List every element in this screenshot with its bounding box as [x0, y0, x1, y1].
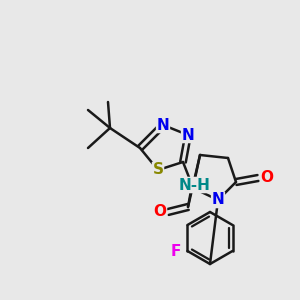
Text: O: O [260, 170, 274, 185]
Text: F: F [170, 244, 181, 259]
Text: N: N [212, 193, 224, 208]
Text: N-H: N-H [179, 178, 211, 193]
Text: S: S [152, 163, 164, 178]
Text: O: O [154, 205, 166, 220]
Text: N: N [182, 128, 194, 142]
Text: N: N [157, 118, 169, 133]
